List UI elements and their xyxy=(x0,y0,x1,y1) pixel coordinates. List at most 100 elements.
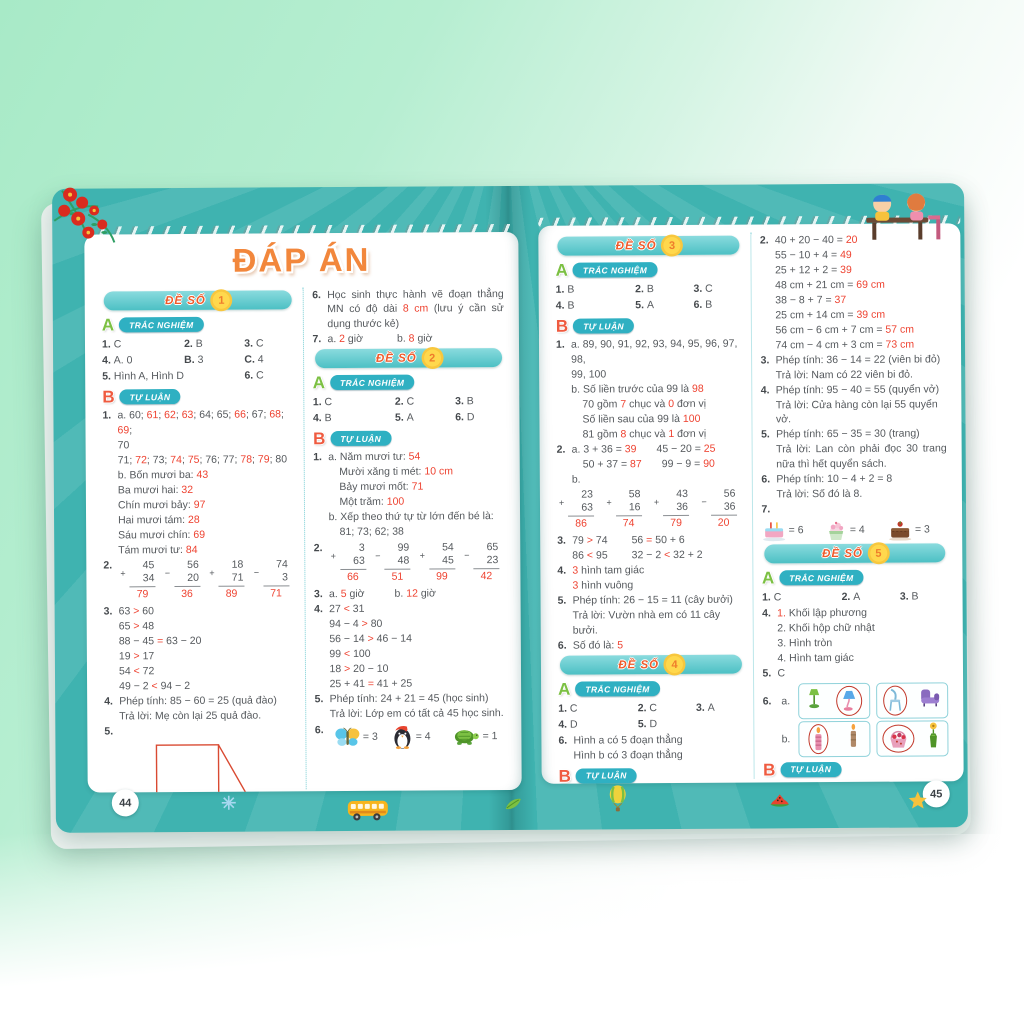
operand-top: 3 xyxy=(358,541,365,554)
question-number: 4. xyxy=(104,695,113,708)
text-run: Hai mươi tám: xyxy=(118,513,189,526)
text-run: 81 gồm xyxy=(582,427,621,441)
operation-result: 74 xyxy=(622,517,635,530)
answer-value: 62 xyxy=(164,409,176,422)
text-run: 60 xyxy=(139,605,155,618)
answer-cell: 1. B xyxy=(555,283,575,296)
answer-line: 1. a. 60; 61; 62; 63; 64; 65; 66; 67; 68;… xyxy=(102,407,294,437)
sub-question-tag: b. xyxy=(781,732,791,745)
answer-line: 1. a. Năm mươi tư: 54 xyxy=(313,449,505,465)
question-number: 4. xyxy=(557,564,567,577)
answer-value: 75 xyxy=(187,453,200,466)
question-number: 3. xyxy=(760,353,770,366)
answer-line: 5. Phép tính: 65 − 35 = 30 (trang) xyxy=(761,426,947,442)
badge-letter: B xyxy=(313,429,326,449)
answer-line: Trả lời: Nam có 22 viên bi đỏ. xyxy=(776,367,947,383)
answer-text: 25 + 12 + 2 = 39 xyxy=(775,262,946,278)
answer-line: 6. Hình a có 5 đoạn thẳng xyxy=(558,733,744,749)
subsection-badge: A TRẮC NGHIỆM xyxy=(762,568,948,587)
answer-text: Phép tính: 24 + 21 = 45 (học sinh) xyxy=(330,691,507,707)
operand-top: 56 xyxy=(723,487,736,500)
right-page: ĐỀ SỐ 3 A TRẮC NGHIỆM 1. B 2. B 3. C 4. B 5. A 6.… xyxy=(538,223,964,784)
answer-text: 81 gồm 8 chục và 1 đơn vị xyxy=(583,426,743,441)
answer-text: 1. Khối lập phương xyxy=(777,605,948,621)
text-run: Phép tính: 85 − 60 = 25 (quả đào) xyxy=(119,694,277,708)
answer-text: Ba mươi hai: 32 xyxy=(118,482,295,498)
answer-value: 39 xyxy=(840,263,852,276)
question-number: 6. xyxy=(557,639,567,652)
answer-text: Sáu mươi chín: 69 xyxy=(118,527,295,543)
answer-line: 38 − 8 + 7 = 37 xyxy=(775,292,946,308)
text-run: ; 64; 65; xyxy=(193,408,235,421)
answer-value: 78 xyxy=(240,453,253,466)
badge-label: TRẮC NGHIỆM xyxy=(119,316,204,333)
answer-cell: 2. B xyxy=(635,283,654,296)
badge-letter: A xyxy=(312,373,326,393)
text-run: 63 − 20 xyxy=(163,634,202,648)
text-run: 46 − 14 xyxy=(373,632,412,645)
picture-value: = 6 xyxy=(788,524,804,537)
text-run: hình tam giác xyxy=(578,564,645,577)
badge-label: TRẮC NGHIỆM xyxy=(575,681,660,697)
answer-text: b. xyxy=(572,471,743,487)
hot-air-balloon-icon xyxy=(608,784,628,819)
answer-cell: 3. B xyxy=(455,395,474,408)
operand-top: 23 xyxy=(581,488,593,501)
answer-cell: 6. D xyxy=(455,411,475,424)
operation-result: 66 xyxy=(347,570,359,583)
text-run: giờ xyxy=(344,332,364,345)
answer-text: b. Xếp theo thứ tự từ lớn đến bé là: xyxy=(329,509,506,525)
operand-bottom: 48 xyxy=(397,554,410,567)
text-run: 25 cm + 14 cm = xyxy=(775,308,857,321)
answer-text: 3 hình tam giác xyxy=(572,563,743,579)
circled-object-row: b. xyxy=(763,719,949,757)
answer-text: Phép tính: 10 − 4 + 2 = 8 xyxy=(776,471,947,487)
answer-value: 73 cm xyxy=(885,338,915,351)
flower-basket-icon-circled xyxy=(882,724,915,753)
candle-brown-icon xyxy=(848,723,860,754)
vertical-operation: +58 16 74 xyxy=(606,488,642,530)
operation-result: 79 xyxy=(670,516,682,530)
answer-text: a. 89, 90, 91, 92, 93, 94, 95, 96, 97, 9… xyxy=(571,337,742,367)
multiple-choice-answers: 1. C 2. B 3. C 4. A. 0 B. 3 C. 4 5. Hình A, Hì… xyxy=(102,335,294,384)
answer-cell: 2. B xyxy=(184,337,203,350)
operand-top: 99 xyxy=(397,541,410,554)
answer-line: 56 cm − 6 cm + 7 cm = 57 cm xyxy=(775,322,946,338)
sub-question-tag: a. xyxy=(781,694,791,707)
answer-cell: 4. B xyxy=(312,412,332,425)
answer-text: 65 > 48 xyxy=(119,618,296,634)
answer-line: 86 < 95 32 − 2 < 32 + 2 xyxy=(572,548,743,564)
answer-cell: 4. B xyxy=(555,299,575,312)
text-run: 94 − 4 xyxy=(329,617,362,630)
answer-text: 94 − 4 > 80 xyxy=(329,616,506,632)
vertical-operations: +23 63 86 +58 16 74 +43 36 79−56 36 20 xyxy=(557,488,743,531)
answer-line: 49 − 2 < 94 − 2 xyxy=(119,678,296,694)
vertical-operations: 2. +3 63 66−99 48 51 +54 45 99−65 23 42 xyxy=(314,541,506,584)
vertical-operation: − 74 3 71 xyxy=(254,558,289,600)
answer-line: Bảy mươi mốt: 71 xyxy=(339,479,505,495)
text-run: Phép tính: 65 − 35 = 30 (trang) xyxy=(776,427,920,441)
text-run: 65 xyxy=(118,620,134,633)
vertical-operation: +18 71 89 xyxy=(209,559,245,601)
text-run: a. 3 + 36 = xyxy=(571,442,625,456)
answer-text: 3. Hình tròn xyxy=(777,635,948,651)
section-pill-de-so-5: ĐỀ SỐ 5 xyxy=(763,543,946,564)
answer-line: 2. a. 3 + 36 = 39 45 − 20 = 25 xyxy=(557,441,743,457)
answer-number: 2. xyxy=(394,395,407,408)
text-run: Sáu mươi chín: xyxy=(118,528,194,541)
question-number: 6. xyxy=(762,694,772,707)
answer-cell: 6. B xyxy=(693,298,713,311)
operand-bottom: 63 xyxy=(581,501,594,514)
right-page-column-1: ĐỀ SỐ 3 A TRẮC NGHIỆM 1. B 2. B 3. C 4. B 5. A 6.… xyxy=(550,233,749,784)
answer-cell: 1. C xyxy=(312,396,333,409)
answer-number: 6. xyxy=(693,298,706,311)
text-run: 45 − 20 = xyxy=(656,442,704,455)
text-run: 63 xyxy=(118,605,134,618)
equals-bar xyxy=(339,568,366,570)
answer-line: 4. Hình tam giác xyxy=(777,650,948,666)
question-number: 5. xyxy=(761,428,770,441)
section-number-badge: 3 xyxy=(663,236,681,255)
answer-value: 79 xyxy=(257,452,270,466)
flower-vase-icon xyxy=(926,721,942,754)
answer-cell: 3. B xyxy=(899,590,919,603)
